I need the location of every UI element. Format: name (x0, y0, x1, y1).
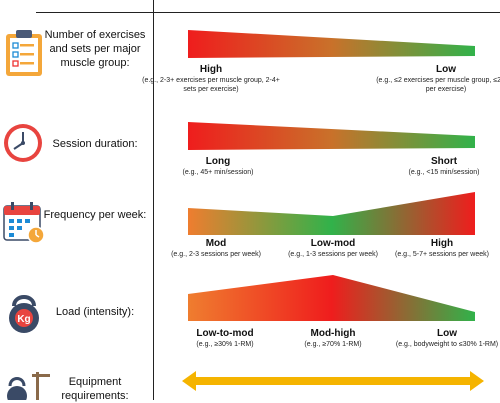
tick-subtitle: (e.g., 45+ min/session) (182, 169, 254, 176)
tick-subtitle: (e.g., 2-3 sessions per week) (171, 251, 261, 258)
wedge-exercises-sets (155, 28, 500, 58)
tick-subtitle: (e.g., ≤2 exercises per muscle group, ≤2… (376, 77, 500, 93)
tick-subtitle: (e.g., bodyweight to ≤30% 1-RM) (395, 341, 499, 348)
tick-label: High (e.g., 5-7+ sessions per week) (367, 238, 500, 259)
kettlebell-weight-text: Kg (17, 314, 30, 325)
row-label-equipment: Equipment requirements: (61, 376, 129, 402)
tick-label: Low-to-mod (e.g., ≥30% 1-RM) (150, 328, 300, 349)
tick-subtitle: (e.g., ≥70% 1-RM) (304, 341, 362, 348)
kettlebell-icon: Kg (4, 292, 44, 334)
tick-title: Low (437, 328, 457, 339)
tick-title: Low-to-mod (196, 328, 254, 339)
tick-title: High (199, 64, 223, 75)
column-divider (153, 0, 154, 400)
clock-icon (2, 122, 44, 164)
wedge-frequency (155, 190, 500, 236)
tick-subtitle: (e.g., 5-7+ sessions per week) (395, 251, 489, 258)
clipboard-checklist-icon (4, 28, 44, 78)
wedge-load (155, 274, 500, 322)
tick-label: Mod-high (e.g., ≥70% 1-RM) (258, 328, 408, 349)
tick-label: Mod (e.g., 2-3 sessions per week) (141, 238, 291, 259)
tick-title: Short (430, 156, 458, 167)
tick-title: High (430, 238, 454, 249)
row-label-session-duration: Session duration: (52, 138, 138, 150)
tick-title: Low-mod (310, 238, 356, 249)
tick-title: Mod (205, 238, 227, 249)
tick-subtitle: (e.g., 1-3 sessions per week) (288, 251, 378, 258)
tick-subtitle: (e.g., <15 min/session) (408, 169, 480, 176)
tick-label: Short (e.g., <15 min/session) (369, 156, 500, 177)
row-label-load: Load (intensity): (55, 306, 135, 318)
header-divider (36, 12, 500, 13)
equipment-icon (4, 370, 54, 400)
row-label-exercises-sets: Number of exercises and sets per major m… (44, 29, 146, 69)
tick-label: Low-mod (e.g., 1-3 sessions per week) (258, 238, 408, 259)
double-arrow-icon (182, 370, 484, 397)
tick-label: High (e.g., 2-3+ exercises per muscle gr… (136, 64, 286, 94)
tick-label: Low (e.g., ≤2 exercises per muscle group… (371, 64, 500, 94)
tick-label: Long (e.g., 45+ min/session) (143, 156, 293, 177)
calendar-icon (2, 200, 46, 244)
tick-title: Low (436, 64, 456, 75)
tick-title: Long (205, 156, 231, 167)
tick-subtitle: (e.g., ≥30% 1-RM) (196, 341, 254, 348)
row-label-frequency: Frequency per week: (43, 209, 147, 221)
wedge-session-duration (155, 120, 500, 152)
tick-title: Mod-high (310, 328, 356, 339)
tick-label: Low (e.g., bodyweight to ≤30% 1-RM) (372, 328, 500, 349)
tick-subtitle: (e.g., 2-3+ exercises per muscle group, … (142, 77, 280, 93)
